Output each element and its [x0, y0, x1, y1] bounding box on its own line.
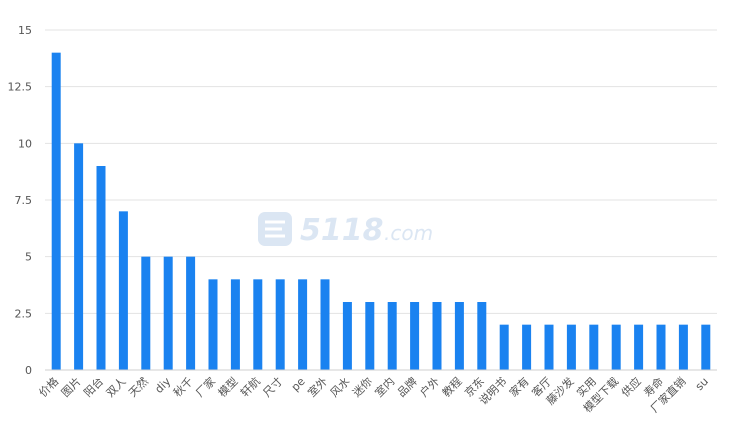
y-tick-label: 0 [25, 364, 32, 377]
bar [387, 302, 397, 370]
bar [186, 256, 196, 370]
bar [320, 279, 330, 370]
watermark-brand: 5118 [300, 213, 384, 248]
bar [477, 302, 487, 370]
x-tick-label: 供应 [618, 374, 643, 399]
bar [432, 302, 442, 370]
bar [454, 302, 464, 370]
bar [96, 166, 106, 370]
y-tick-label: 2.5 [15, 307, 33, 320]
y-tick-label: 7.5 [15, 194, 33, 207]
x-tick-label: 价格 [36, 374, 61, 399]
gridlines [45, 29, 717, 371]
bar [544, 324, 554, 370]
x-tick-label: 室内 [372, 374, 397, 399]
bar [118, 211, 128, 370]
watermark-logo-icon [258, 212, 292, 246]
bar [365, 302, 375, 370]
x-tick-label: su [693, 375, 711, 393]
x-tick-label: 迷你 [350, 375, 375, 400]
y-axis-ticks: 0 2.5 5 7.5 10 12.5 15 [8, 24, 33, 377]
bar [74, 143, 84, 370]
bar [51, 52, 61, 371]
bar [208, 279, 218, 370]
bar [298, 279, 308, 370]
bar [678, 324, 688, 370]
bar [410, 302, 420, 370]
bar [141, 256, 151, 370]
bar [611, 324, 621, 370]
bars [51, 52, 711, 371]
x-tick-label: 户外 [417, 374, 442, 399]
x-tick-label: 室外 [305, 374, 330, 399]
y-tick-label: 12.5 [8, 81, 33, 94]
x-tick-label: 尺寸 [260, 374, 285, 399]
bar [163, 256, 173, 370]
y-tick-label: 5 [25, 251, 32, 264]
bar [230, 279, 240, 370]
x-tick-label: 家有 [506, 374, 531, 399]
bar [566, 324, 576, 370]
x-tick-label: 厂家 [193, 374, 218, 399]
bar [253, 279, 263, 370]
x-tick-label: 阳台 [81, 374, 106, 399]
watermark: 5118 .com [258, 212, 433, 248]
x-tick-label: 图片 [59, 375, 84, 400]
bar [522, 324, 532, 370]
bar [656, 324, 666, 370]
y-tick-label: 10 [18, 137, 32, 150]
bar [342, 302, 352, 370]
y-tick-label: 15 [18, 24, 32, 37]
bar [499, 324, 509, 370]
watermark-suffix: .com [384, 221, 433, 245]
x-tick-label: diy [152, 375, 173, 396]
x-tick-label: 品牌 [394, 374, 419, 399]
bar [589, 324, 599, 370]
x-tick-label: 风水 [328, 375, 353, 400]
bar [275, 279, 285, 370]
bar [701, 324, 711, 370]
x-tick-label: 双人 [104, 375, 129, 400]
x-tick-label: 秋千 [170, 374, 195, 399]
x-tick-label: 天然 [125, 374, 150, 399]
bar [634, 324, 644, 370]
x-tick-label: 教程 [440, 375, 465, 400]
x-tick-label: 模型 [215, 374, 240, 399]
x-tick-label: 轩航 [237, 374, 262, 399]
